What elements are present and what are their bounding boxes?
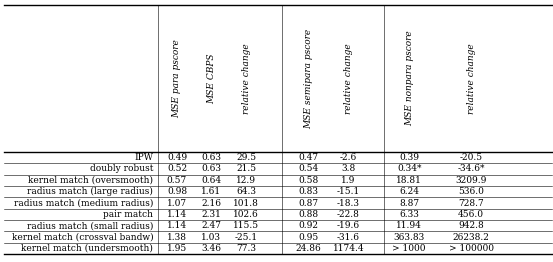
Text: 1.07: 1.07 (167, 199, 187, 208)
Text: 728.7: 728.7 (458, 199, 484, 208)
Text: 0.92: 0.92 (299, 221, 319, 230)
Text: 0.54: 0.54 (299, 165, 319, 173)
Text: 0.63: 0.63 (201, 165, 221, 173)
Text: 29.5: 29.5 (236, 153, 256, 162)
Text: 1.38: 1.38 (167, 233, 187, 242)
Text: 0.83: 0.83 (299, 187, 319, 196)
Text: kernel match (undersmooth): kernel match (undersmooth) (22, 244, 153, 253)
Text: > 1000: > 1000 (393, 244, 426, 253)
Text: 18.81: 18.81 (397, 176, 422, 185)
Text: 0.87: 0.87 (299, 199, 319, 208)
Text: 77.3: 77.3 (236, 244, 256, 253)
Text: -15.1: -15.1 (337, 187, 360, 196)
Text: relative change: relative change (344, 43, 353, 114)
Text: 101.8: 101.8 (233, 199, 259, 208)
Text: 1.95: 1.95 (167, 244, 187, 253)
Text: 942.8: 942.8 (458, 221, 484, 230)
Text: MSE semipara pscore: MSE semipara pscore (304, 29, 313, 129)
Text: 21.5: 21.5 (236, 165, 256, 173)
Text: 0.57: 0.57 (167, 176, 187, 185)
Text: -2.6: -2.6 (340, 153, 357, 162)
Text: 0.88: 0.88 (299, 210, 319, 219)
Text: MSE para pscore: MSE para pscore (173, 39, 181, 118)
Text: 0.64: 0.64 (201, 176, 221, 185)
Text: 0.52: 0.52 (167, 165, 187, 173)
Text: 1174.4: 1174.4 (332, 244, 364, 253)
Text: 3.8: 3.8 (341, 165, 356, 173)
Text: 0.95: 0.95 (299, 233, 319, 242)
Text: radius match (small radius): radius match (small radius) (27, 221, 153, 230)
Text: 11.94: 11.94 (397, 221, 422, 230)
Text: 3.46: 3.46 (201, 244, 221, 253)
Text: relative change: relative change (467, 43, 476, 114)
Text: 64.3: 64.3 (236, 187, 256, 196)
Text: -31.6: -31.6 (337, 233, 360, 242)
Text: 0.39: 0.39 (399, 153, 419, 162)
Text: -20.5: -20.5 (460, 153, 483, 162)
Text: 6.33: 6.33 (399, 210, 419, 219)
Text: 3209.9: 3209.9 (456, 176, 487, 185)
Text: 115.5: 115.5 (233, 221, 259, 230)
Text: 2.47: 2.47 (201, 221, 221, 230)
Text: 24.86: 24.86 (296, 244, 321, 253)
Text: > 100000: > 100000 (448, 244, 494, 253)
Text: 1.14: 1.14 (167, 210, 187, 219)
Text: radius match (large radius): radius match (large radius) (27, 187, 153, 196)
Text: 1.14: 1.14 (167, 221, 187, 230)
Text: -25.1: -25.1 (234, 233, 258, 242)
Text: 1.61: 1.61 (201, 187, 221, 196)
Text: 8.87: 8.87 (399, 199, 419, 208)
Text: 12.9: 12.9 (236, 176, 256, 185)
Text: IPW: IPW (134, 153, 153, 162)
Text: 456.0: 456.0 (458, 210, 484, 219)
Text: -18.3: -18.3 (337, 199, 360, 208)
Text: -22.8: -22.8 (337, 210, 360, 219)
Text: -19.6: -19.6 (337, 221, 360, 230)
Text: relative change: relative change (242, 43, 251, 114)
Text: 26238.2: 26238.2 (453, 233, 489, 242)
Text: 0.58: 0.58 (299, 176, 319, 185)
Text: 0.47: 0.47 (299, 153, 319, 162)
Text: 0.63: 0.63 (201, 153, 221, 162)
Text: MSE CBPS: MSE CBPS (207, 53, 216, 104)
Text: 0.98: 0.98 (167, 187, 187, 196)
Text: radius match (medium radius): radius match (medium radius) (14, 199, 153, 208)
Text: pair match: pair match (103, 210, 153, 219)
Text: doubly robust: doubly robust (90, 165, 153, 173)
Text: 6.24: 6.24 (399, 187, 419, 196)
Text: -34.6*: -34.6* (457, 165, 485, 173)
Text: 1.03: 1.03 (201, 233, 221, 242)
Text: 2.16: 2.16 (201, 199, 221, 208)
Text: 1.9: 1.9 (341, 176, 356, 185)
Text: 0.49: 0.49 (167, 153, 187, 162)
Text: 536.0: 536.0 (458, 187, 484, 196)
Text: kernel match (oversmooth): kernel match (oversmooth) (28, 176, 153, 185)
Text: 363.83: 363.83 (394, 233, 425, 242)
Text: MSE nonpara pscore: MSE nonpara pscore (405, 31, 414, 127)
Text: 102.6: 102.6 (233, 210, 259, 219)
Text: 0.34*: 0.34* (397, 165, 421, 173)
Text: kernel match (crossval bandw): kernel match (crossval bandw) (12, 233, 153, 242)
Text: 2.31: 2.31 (201, 210, 221, 219)
